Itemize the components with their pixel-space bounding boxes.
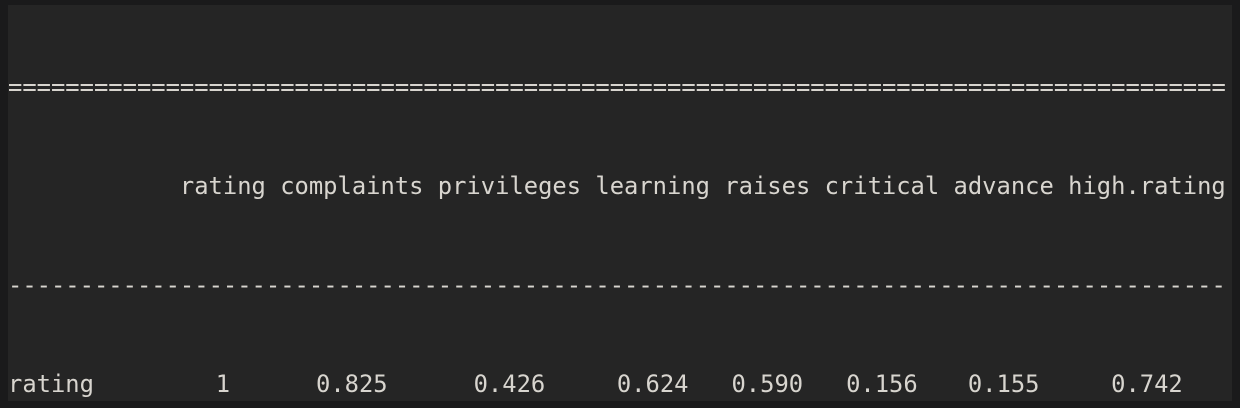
correlation-value: 0.155	[967, 370, 1040, 398]
column-header-complaints: complaints	[280, 172, 424, 200]
correlation-value: 1	[215, 370, 231, 398]
correlation-value: 0.624	[616, 370, 689, 398]
correlation-table-body: rating 1 0.825 0.426 0.624 0.590 0.156 0.155 0.7…	[8, 368, 1232, 401]
column-header-learning: learning	[595, 172, 710, 200]
correlation-value: 0.742	[1111, 370, 1183, 398]
terminal-screen: ========================================…	[8, 5, 1232, 401]
column-header-rating: rating	[179, 172, 266, 200]
correlation-value: 0.156	[846, 370, 918, 398]
column-header-high.rating: high.rating	[1068, 172, 1226, 200]
correlation-table-header-row: rating complaints privileges learning raises…	[8, 170, 1232, 203]
column-header-advance: advance	[953, 172, 1054, 200]
header-separator-ruler: ----------------------------------------…	[8, 271, 1226, 299]
correlation-value: 0.590	[731, 370, 804, 398]
table-row-rating: rating 1 0.825 0.426 0.624 0.590 0.156 0.155 0.7…	[8, 368, 1232, 401]
column-header-raises: raises	[724, 172, 811, 200]
correlation-value: 0.426	[473, 370, 546, 398]
row-label: rating	[8, 370, 94, 398]
correlation-value: 0.825	[316, 370, 388, 398]
top-double-ruler: ========================================…	[8, 73, 1226, 101]
header-label-spacer	[8, 170, 166, 203]
column-header-critical: critical	[824, 172, 940, 200]
column-header-privileges: privileges	[437, 172, 582, 200]
